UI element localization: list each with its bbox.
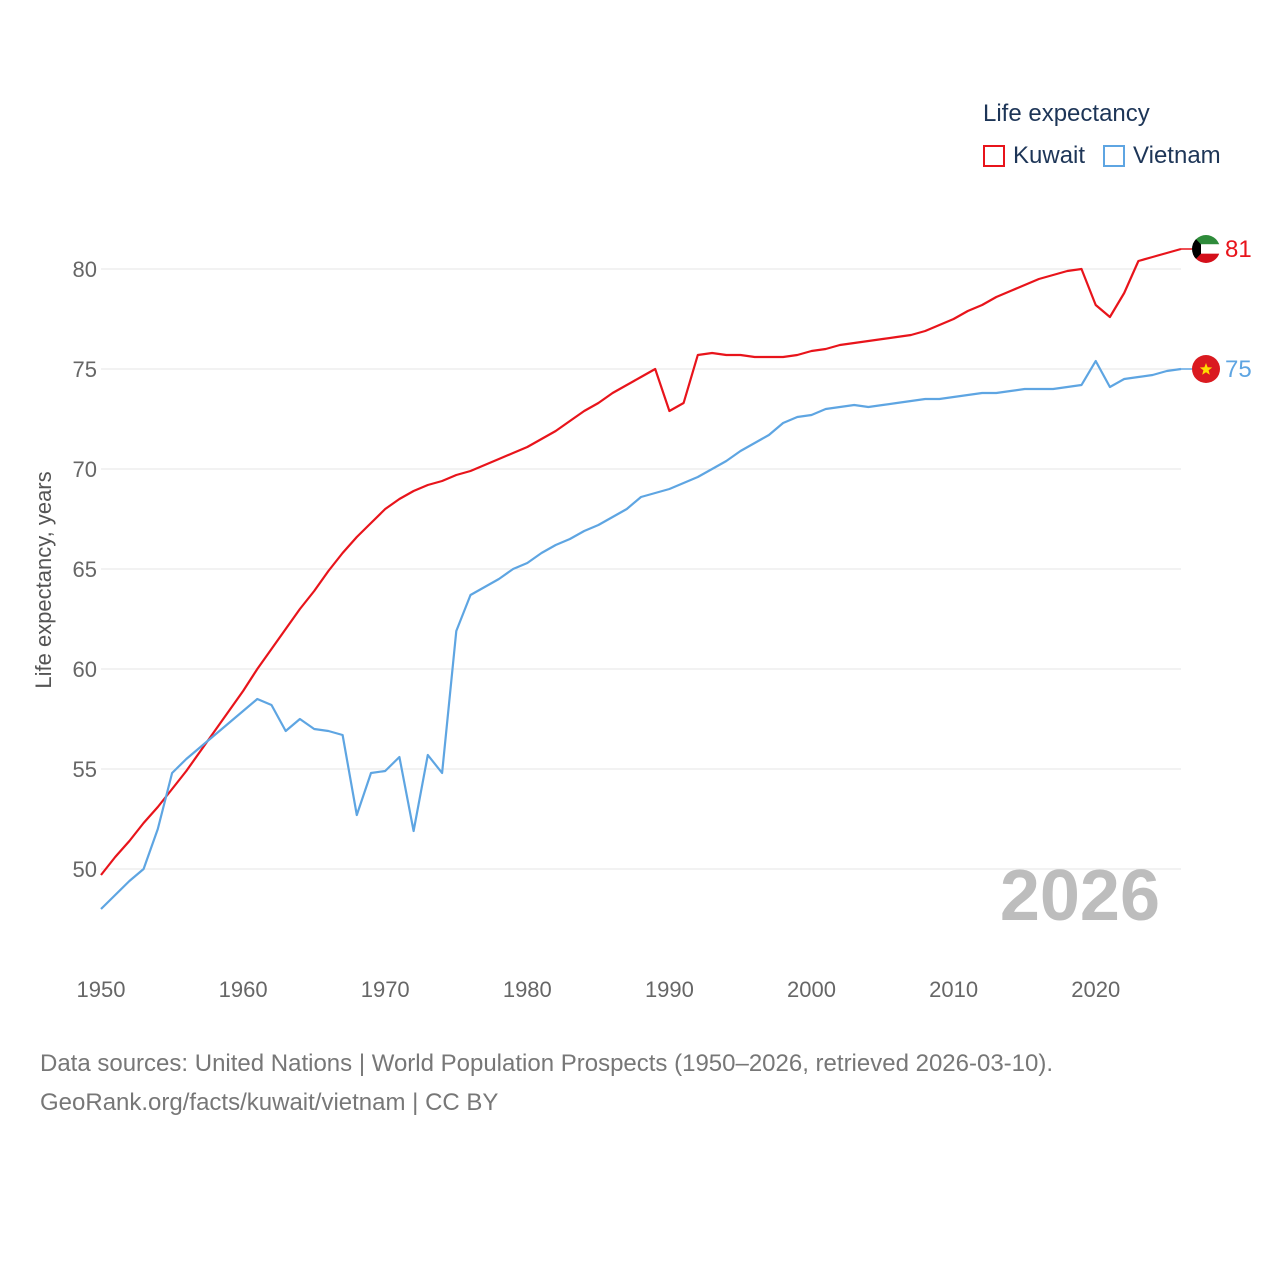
x-tick-label: 1970 [361,977,410,1002]
y-tick-label: 65 [73,557,97,582]
grid [101,268,1181,870]
footer: Data sources: United Nations | World Pop… [40,1044,1053,1122]
vietnam-flag-icon [1192,355,1220,383]
life-expectancy-chart: 50 55 60 65 70 75 80 1950 1960 1970 1980 1990 2000 2… [31,235,1252,1002]
y-tick-label: 70 [73,457,97,482]
kuwait-flag-green [1192,235,1220,245]
footer-link[interactable]: GeoRank.org/facts/kuwait/vietnam | CC BY [40,1089,499,1116]
kuwait-flag-black [1192,235,1201,263]
y-tick-label: 55 [73,757,97,782]
x-tick-label: 1960 [219,977,268,1002]
kuwait-flag-icon [1192,235,1220,263]
y-tick-label: 80 [73,257,97,282]
legend-item-vietnam[interactable]: Vietnam [1103,142,1221,170]
x-axis-ticks: 1950 1960 1970 1980 1990 2000 2010 2020 [77,977,1121,1002]
x-tick-label: 1950 [77,977,126,1002]
legend-label-vietnam: Vietnam [1133,142,1221,169]
series-lines [100,247,1182,910]
legend-swatch-vietnam [1103,145,1126,167]
x-tick-label: 2020 [1071,977,1120,1002]
y-axis-ticks: 50 55 60 65 70 75 80 [73,257,97,882]
end-value-label-vietnam: 75 [1225,356,1252,383]
series-line-kuwait [100,247,1182,876]
x-tick-label: 2010 [929,977,978,1002]
y-axis-label: Life expectancy, years [31,471,56,688]
legend-item-kuwait[interactable]: Kuwait [983,142,1085,170]
kuwait-flag-white [1192,244,1220,254]
x-tick-label: 1990 [645,977,694,1002]
y-tick-label: 50 [73,857,97,882]
legend-swatch-kuwait [983,145,1005,167]
x-tick-label: 1980 [503,977,552,1002]
series-line-vietnam [100,359,1182,910]
end-markers: 81 75 [1181,235,1252,383]
current-year-label: 2026 [1000,856,1160,936]
y-tick-label: 75 [73,357,97,382]
legend-title: Life expectancy [983,100,1150,127]
vietnam-flag-star [1199,363,1213,375]
legend-label-kuwait: Kuwait [1013,142,1086,169]
kuwait-flag-red [1192,253,1220,263]
end-value-label-kuwait: 81 [1225,236,1252,263]
legend: Kuwait Vietnam [983,142,1239,170]
x-tick-label: 2000 [787,977,836,1002]
footer-sources: Data sources: United Nations | World Pop… [40,1050,1054,1077]
y-tick-label: 60 [73,657,97,682]
